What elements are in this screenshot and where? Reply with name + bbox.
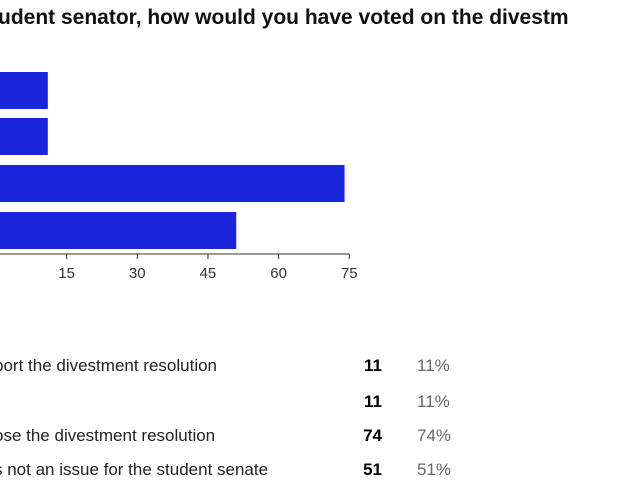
result-percent: 74%	[417, 426, 452, 445]
bar-1	[0, 118, 48, 155]
x-tick-label: 15	[58, 265, 75, 282]
result-row: port the divestment resolution 11 11%	[0, 352, 640, 380]
result-label: ose the divestment resolution	[0, 426, 216, 445]
bar-0	[0, 72, 48, 109]
x-tick-label: 30	[129, 265, 146, 282]
question-title: udent senator, how would you have voted …	[0, 6, 569, 29]
result-count: 74	[363, 426, 382, 445]
result-count: 51	[363, 460, 382, 479]
result-label: s not an issue for the student senate	[0, 460, 269, 479]
result-row: 11 11%	[0, 388, 640, 416]
result-row: s not an issue for the student senate 51…	[0, 456, 640, 484]
result-percent: 11%	[417, 356, 450, 375]
bar-2	[0, 165, 345, 202]
bar-3	[0, 212, 237, 249]
x-tick-label: 45	[200, 265, 217, 282]
result-percent: 51%	[417, 460, 452, 479]
result-row: ose the divestment resolution 74 74%	[0, 422, 640, 450]
result-label: port the divestment resolution	[0, 356, 218, 375]
bar-chart: 15 30 45 60 75	[0, 72, 358, 282]
x-tick-label: 60	[270, 265, 287, 282]
result-count: 11	[364, 392, 382, 411]
result-count: 11	[364, 356, 382, 375]
x-tick-label: 75	[341, 265, 358, 282]
result-percent: 11%	[417, 392, 450, 411]
